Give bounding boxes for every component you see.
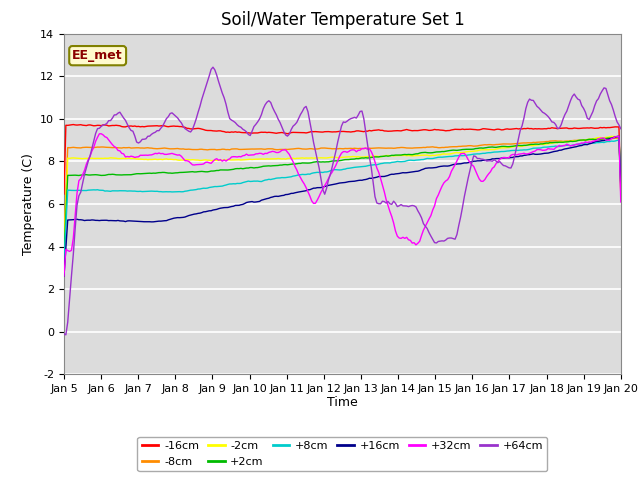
Text: EE_met: EE_met [72,49,123,62]
Y-axis label: Temperature (C): Temperature (C) [22,153,35,255]
Title: Soil/Water Temperature Set 1: Soil/Water Temperature Set 1 [221,11,464,29]
X-axis label: Time: Time [327,396,358,408]
Legend: -16cm, -8cm, -2cm, +2cm, +8cm, +16cm, +32cm, +64cm: -16cm, -8cm, -2cm, +2cm, +8cm, +16cm, +3… [138,437,547,471]
